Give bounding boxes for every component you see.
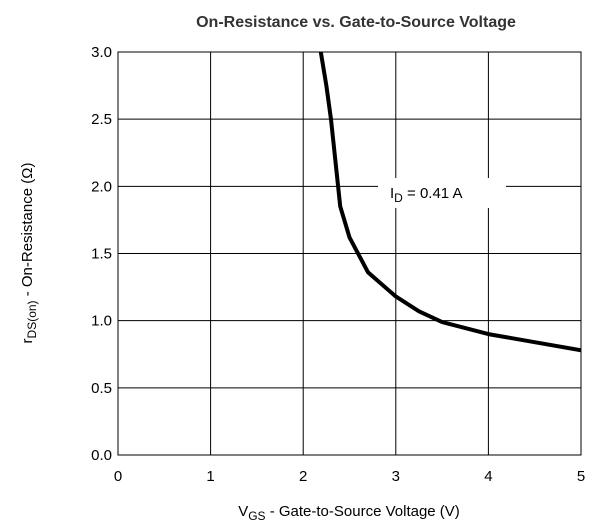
x-label-rest: - Gate-to-Source Voltage (V) [266, 503, 460, 520]
x-label-main: V [238, 503, 248, 520]
y-label-sub: DS(on) [25, 300, 39, 338]
chart-title: On-Resistance vs. Gate-to-Source Voltage [196, 14, 516, 31]
annotation-box [378, 178, 506, 208]
y-tick-label: 0.0 [91, 447, 112, 464]
x-axis-label: VGS - Gate-to-Source Voltage (V) [238, 503, 460, 523]
line [318, 52, 581, 353]
y-label-main: r [19, 338, 36, 343]
x-tick-label: 3 [392, 468, 400, 485]
x-tick-label: 5 [577, 468, 585, 485]
annotation-main: I [390, 185, 394, 202]
y-tick-label: 2.0 [91, 178, 112, 195]
y-label-rest: - On-Resistance (Ω) [19, 163, 36, 301]
x-tick-label: 1 [206, 468, 214, 485]
y-axis-label: rDS(on) - On-Resistance (Ω) [19, 163, 39, 344]
annotation-sub: D [394, 191, 403, 205]
annotation-rest: = 0.41 A [403, 185, 463, 202]
annotation: ID = 0.41 A [390, 185, 462, 205]
y-tick-label: 1.0 [91, 313, 112, 330]
plot-frame [117, 51, 582, 456]
x-tick-label: 2 [299, 468, 307, 485]
y-tick-label: 1.5 [91, 246, 112, 263]
y-tick-label: 3.0 [91, 44, 112, 61]
y-tick-label: 0.5 [91, 380, 112, 397]
x-label-sub: GS [248, 509, 265, 523]
x-tick-label: 0 [114, 468, 122, 485]
x-tick-label: 4 [484, 468, 492, 485]
y-tick-label: 2.5 [91, 111, 112, 128]
